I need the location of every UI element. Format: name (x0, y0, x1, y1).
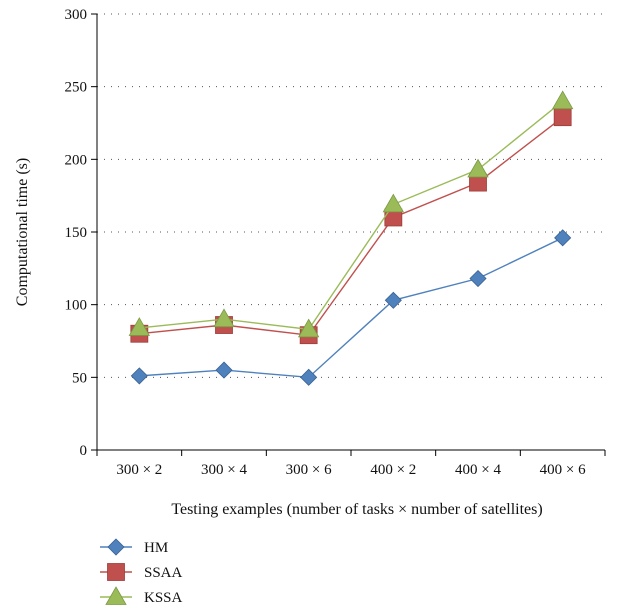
y-axis-title: Computational time (s) (14, 158, 31, 306)
data-point-hm (469, 269, 487, 288)
y-tick-label: 300 (65, 7, 88, 23)
data-point-hm (384, 291, 402, 309)
y-tick-label: 50 (72, 370, 87, 386)
y-axis-ticks: 0 50 100 150 200 250 300 (65, 7, 97, 459)
x-tick-label: 300 × 2 (116, 462, 162, 478)
x-axis-ticks: 300 × 2 300 × 4 300 × 6 400 × 2 400 × 4 400 ×… (96, 450, 606, 478)
data-point-kssa (551, 90, 574, 110)
legend-item-hm: HM (100, 538, 168, 556)
y-tick-label: 200 (65, 152, 88, 168)
x-axis-title: Testing examples (number of tasks × numb… (171, 501, 542, 518)
legend-marker-ssaa (107, 563, 125, 581)
series-hm (130, 229, 572, 386)
legend: HM SSAA KSSA (100, 538, 183, 606)
data-point-kssa (297, 318, 320, 338)
data-point-kssa (213, 308, 235, 328)
y-tick-label: 150 (65, 225, 88, 241)
gridlines (97, 13, 605, 378)
legend-marker-hm (107, 538, 125, 556)
data-point-hm (300, 368, 318, 386)
legend-label: SSAA (144, 565, 183, 581)
data-point-hm (554, 229, 572, 247)
x-tick-label: 300 × 6 (286, 462, 332, 478)
data-point-hm (130, 367, 148, 385)
x-tick-label: 400 × 4 (455, 462, 501, 478)
x-tick-label: 400 × 2 (370, 462, 416, 478)
data-point-kssa (128, 317, 151, 336)
y-tick-label: 0 (80, 443, 88, 459)
series-group (128, 90, 574, 386)
legend-item-kssa: KSSA (100, 586, 183, 606)
x-tick-label: 300 × 4 (201, 462, 247, 478)
data-point-ssaa (553, 108, 572, 127)
series-line-hm (139, 237, 563, 379)
series-line-ssaa (139, 116, 564, 336)
x-tick-label: 400 × 6 (540, 462, 586, 478)
axes (96, 14, 605, 451)
data-point-hm (215, 361, 233, 379)
y-tick-label: 250 (65, 80, 88, 96)
series-ssaa (130, 108, 572, 345)
legend-item-ssaa: SSAA (100, 563, 183, 581)
legend-label: HM (144, 540, 168, 556)
series-kssa (128, 90, 574, 338)
data-point-kssa (382, 193, 405, 213)
legend-marker-kssa (105, 586, 127, 605)
series-line-kssa (139, 100, 564, 331)
data-point-kssa (467, 158, 489, 178)
legend-label: KSSA (144, 590, 183, 606)
y-tick-label: 100 (65, 298, 88, 314)
